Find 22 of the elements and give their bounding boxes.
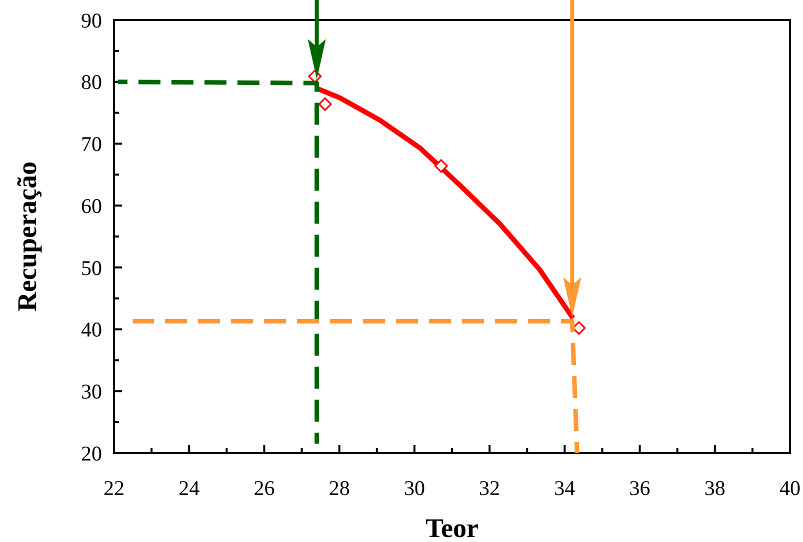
y-tick-label: 20 xyxy=(81,441,102,466)
y-tick-label: 30 xyxy=(81,379,102,404)
y-tick-label: 60 xyxy=(81,194,102,218)
y-tick-label: 90 xyxy=(81,8,102,32)
x-tick-label: 32 xyxy=(479,476,500,500)
x-tick-label: 40 xyxy=(780,476,800,500)
x-tick-label: 36 xyxy=(629,476,650,500)
x-tick-label: 26 xyxy=(254,476,275,500)
x-axis-title: Teor xyxy=(426,513,479,542)
y-axis-title: Recuperação xyxy=(12,162,42,312)
x-tick-label: 38 xyxy=(704,476,726,500)
point xyxy=(318,97,332,111)
x-tick-label: 24 xyxy=(178,476,200,500)
y-tick-label: 50 xyxy=(81,256,102,280)
y-tick-label: 70 xyxy=(81,132,102,156)
point xyxy=(434,159,448,173)
y-tick-label: 40 xyxy=(81,318,102,342)
y-tick-label: 80 xyxy=(81,70,102,94)
x-tick-label: 34 xyxy=(554,476,576,500)
x-tick-label: 30 xyxy=(404,476,425,500)
x-tick-label: 28 xyxy=(328,476,350,500)
x-tick-label: 22 xyxy=(104,476,124,500)
